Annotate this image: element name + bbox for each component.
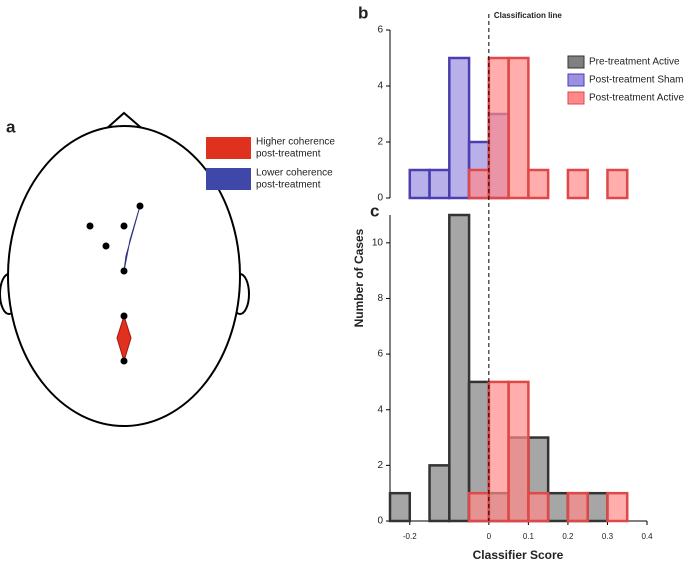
annotation: Classification line (494, 11, 563, 20)
y-axis-label: Number of Cases (352, 228, 366, 327)
histogram-bar (467, 491, 491, 523)
y-tick-label: 0 (377, 193, 383, 204)
histogram-bar (527, 491, 550, 523)
histogram-bar (566, 491, 589, 523)
histogram-bar (586, 491, 609, 523)
legend-label: Post-treatment Active (589, 93, 684, 104)
legend-swatch (567, 55, 585, 69)
y-tick-label: 2 (377, 137, 383, 148)
legend-label: post-treatment (256, 180, 321, 191)
y-tick-label: 6 (377, 349, 383, 360)
histogram-bar (487, 380, 510, 523)
histogram-bar (507, 56, 530, 200)
y-tick-label: 4 (377, 404, 383, 415)
legend-swatch (567, 73, 585, 87)
legend-swatch (206, 168, 251, 190)
legend-swatch (206, 137, 251, 159)
y-tick-label: 4 (377, 81, 383, 92)
histogram-bar (527, 168, 550, 200)
legend-label: Post-treatment Sham (589, 75, 683, 86)
histogram-bar (448, 56, 471, 200)
x-axis-label: Classifier Score (473, 548, 564, 562)
histogram-bar (408, 168, 431, 200)
x-tick-label: -0.2 (403, 532, 417, 541)
histogram-bar (487, 56, 510, 200)
panel-label: c (370, 201, 379, 220)
histogram-bar (606, 491, 629, 523)
legend-label: Higher coherence (256, 137, 335, 148)
legend-label: Lower coherence (256, 168, 333, 179)
histogram-bar (507, 380, 530, 523)
histogram-bar (566, 168, 589, 200)
histogram-bar (546, 491, 570, 523)
legend-label: post-treatment (256, 149, 321, 160)
y-tick-label: 6 (377, 25, 383, 36)
x-tick-label: 0.3 (602, 532, 614, 541)
y-tick-label: 0 (377, 516, 383, 527)
x-tick-label: 0.1 (523, 532, 535, 541)
histogram-bar (428, 168, 451, 200)
panel-label: b (358, 3, 368, 22)
legend-label: Pre-treatment Active (589, 57, 680, 68)
histogram-bar (428, 464, 451, 523)
y-tick-label: 10 (372, 237, 384, 248)
panel-label: a (6, 117, 16, 136)
y-tick-label: 2 (377, 460, 383, 471)
x-tick-label: 0.2 (562, 532, 574, 541)
head (7, 125, 241, 427)
histogram-bar (448, 213, 471, 523)
x-tick-label: 0 (487, 532, 492, 541)
histogram-bar (606, 168, 629, 200)
histogram-bar (467, 168, 491, 200)
y-tick-label: 8 (377, 293, 383, 304)
electrodes (86, 202, 144, 365)
legend-swatch (567, 91, 585, 105)
histogram-bar (388, 491, 412, 523)
head-diagram (0, 111, 250, 427)
x-tick-label: 0.4 (641, 532, 653, 541)
